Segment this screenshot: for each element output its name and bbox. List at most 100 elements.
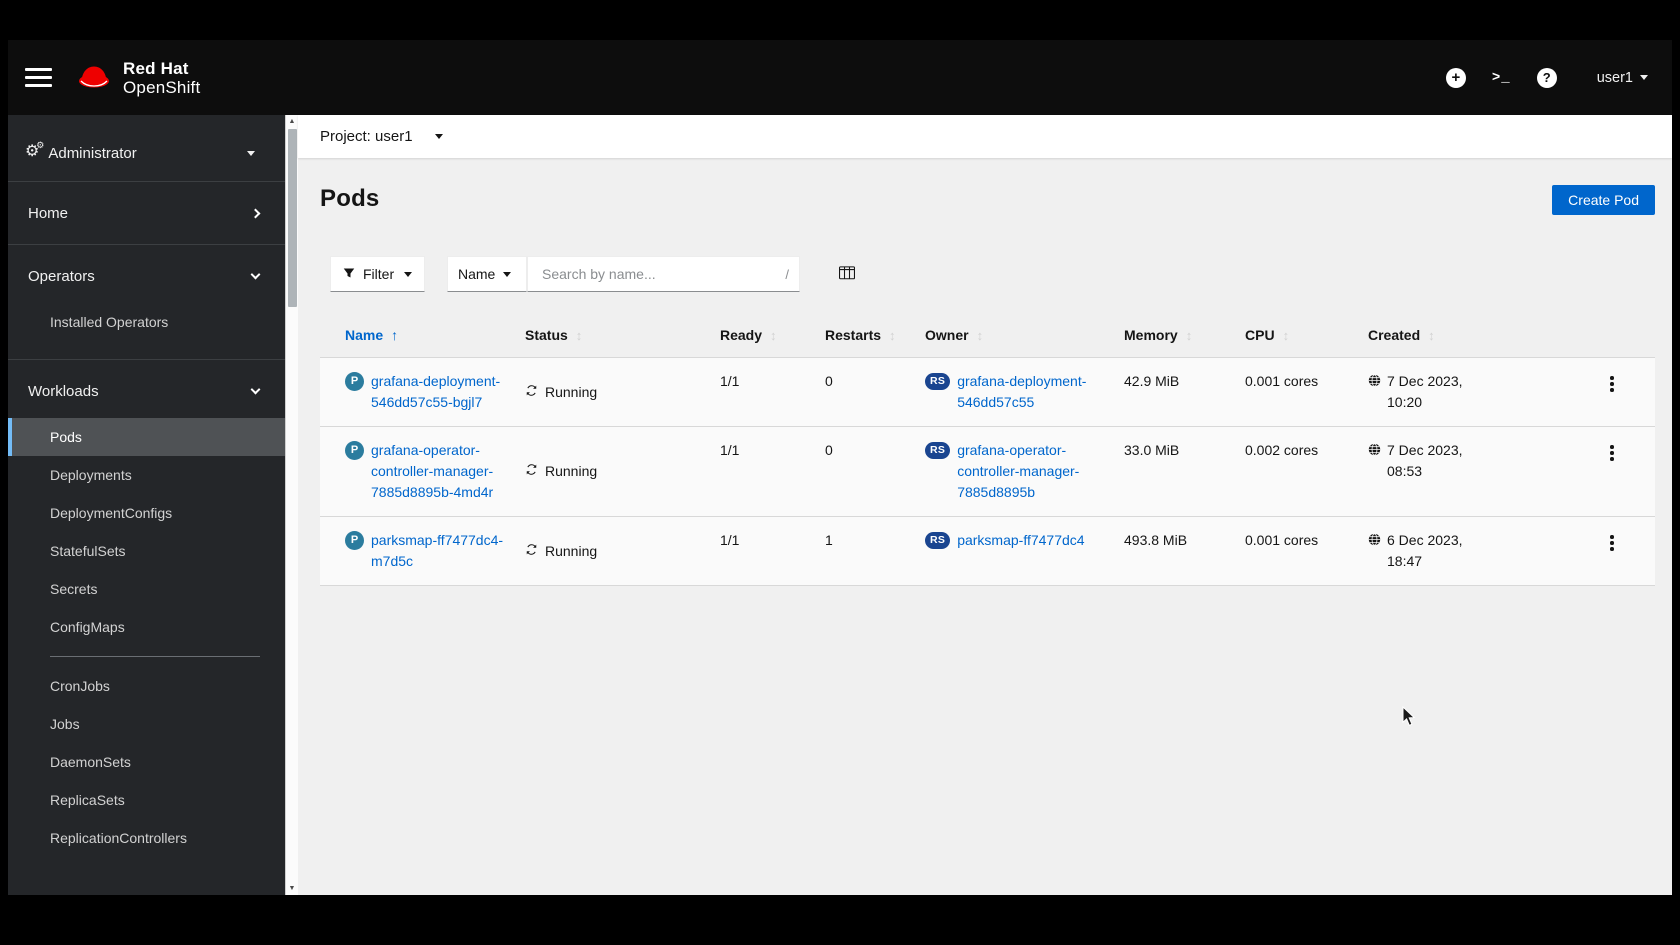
- manage-columns-button[interactable]: [835, 262, 859, 287]
- pod-cpu: 0.001 cores: [1245, 373, 1319, 389]
- sidebar-item-configmaps[interactable]: ConfigMaps: [50, 619, 125, 635]
- pod-link[interactable]: parksmap-ff7477dc4-m7d5c: [371, 532, 504, 569]
- redhat-fedora-icon: [74, 60, 114, 96]
- scrollbar-up-arrow[interactable]: ▲: [288, 118, 296, 125]
- sidebar-item-home[interactable]: Home: [8, 188, 285, 238]
- globe-timestamp-icon: [1368, 440, 1381, 462]
- owner-link[interactable]: grafana-operator-controller-manager-7885…: [957, 442, 1080, 500]
- pod-created: 7 Dec 2023, 10:20: [1387, 373, 1463, 410]
- nav-divider: [8, 359, 285, 360]
- column-header-name[interactable]: Name ↑: [345, 327, 399, 343]
- masthead: Red Hat OpenShift + >_ ? user1: [8, 40, 1672, 115]
- pod-ready: 1/1: [720, 373, 740, 389]
- filter-dropdown[interactable]: Filter: [330, 256, 425, 292]
- row-kebab-menu[interactable]: [1605, 532, 1619, 572]
- pod-restarts: 0: [825, 373, 833, 389]
- sidebar-item-deploymentconfigs[interactable]: DeploymentConfigs: [50, 505, 173, 521]
- brand-logo: Red Hat OpenShift: [74, 59, 200, 97]
- table-row: P parksmap-ff7477dc4-m7d5c Running 1/1: [320, 516, 1655, 586]
- pod-cpu: 0.001 cores: [1245, 532, 1319, 548]
- search-attribute-label: Name: [458, 266, 496, 282]
- pod-badge: P: [345, 531, 364, 550]
- search-input[interactable]: [542, 266, 786, 282]
- operators-subnav: Installed Operators: [8, 301, 285, 353]
- filter-icon: [343, 266, 355, 282]
- column-header-created[interactable]: Created ↕: [1368, 327, 1435, 343]
- nav-sub-divider: [50, 656, 260, 657]
- web-terminal-icon[interactable]: >_: [1491, 69, 1511, 86]
- search-shortcut-hint: /: [785, 266, 789, 282]
- sort-ascending-icon: ↑: [391, 327, 399, 343]
- table-row: P grafana-deployment-546dd57c55-bgjl7 Ru…: [320, 357, 1655, 426]
- sync-running-icon: [525, 541, 538, 562]
- quick-create-icon[interactable]: +: [1445, 67, 1466, 88]
- nav-divider: [8, 181, 285, 182]
- sidebar-item-deployments[interactable]: Deployments: [50, 467, 132, 483]
- table-toolbar: Filter Name /: [330, 256, 1655, 292]
- pod-status: Running: [545, 542, 598, 559]
- column-header-cpu[interactable]: CPU ↕: [1245, 327, 1290, 343]
- sidebar-item-cronjobs[interactable]: CronJobs: [50, 678, 110, 694]
- search-box: /: [527, 256, 800, 292]
- owner-link[interactable]: parksmap-ff7477dc4: [957, 532, 1085, 548]
- search-attribute-dropdown[interactable]: Name: [447, 256, 527, 292]
- column-header-memory[interactable]: Memory ↕: [1124, 327, 1193, 343]
- openshift-console: Red Hat OpenShift + >_ ? user1 ⚙ ⚙ Admini…: [8, 40, 1672, 895]
- sidebar-item-installed-operators[interactable]: Installed Operators: [50, 314, 169, 330]
- sidebar-item-pods[interactable]: Pods: [8, 418, 285, 456]
- nav-toggle-icon[interactable]: [25, 68, 52, 87]
- sidebar-item-jobs[interactable]: Jobs: [50, 716, 80, 732]
- project-selector-label: Project: user1: [320, 128, 413, 145]
- filter-dropdown-label: Filter: [363, 266, 395, 282]
- chevron-down-icon: [434, 134, 443, 139]
- chevron-down-icon: [1640, 75, 1648, 80]
- pod-restarts: 1: [825, 532, 833, 548]
- main-content: Project: user1 Pods Create Pod Filter: [298, 115, 1672, 895]
- row-kebab-menu[interactable]: [1605, 442, 1619, 503]
- owner-link[interactable]: grafana-deployment-546dd57c55: [957, 373, 1087, 410]
- user-menu[interactable]: user1: [1597, 70, 1648, 86]
- pod-memory: 33.0 MiB: [1124, 442, 1180, 458]
- pod-badge: P: [345, 372, 364, 391]
- nav-divider: [8, 244, 285, 245]
- help-icon[interactable]: ?: [1536, 67, 1557, 88]
- sidebar-item-workloads[interactable]: Workloads: [8, 366, 285, 416]
- column-header-status[interactable]: Status ↕: [525, 327, 583, 343]
- chevron-down-icon: [250, 384, 261, 394]
- pod-memory: 42.9 MiB: [1124, 373, 1180, 389]
- pod-link[interactable]: grafana-operator-controller-manager-7885…: [371, 442, 494, 500]
- scrollbar-thumb[interactable]: [287, 129, 297, 307]
- scrollbar-down-arrow[interactable]: ▼: [288, 885, 296, 892]
- column-header-ready[interactable]: Ready ↕: [720, 327, 777, 343]
- sidebar-item-replicationcontrollers[interactable]: ReplicationControllers: [50, 830, 187, 846]
- globe-timestamp-icon: [1368, 371, 1381, 393]
- pod-restarts: 0: [825, 442, 833, 458]
- sidebar-item-label: Operators: [28, 267, 95, 285]
- sort-icon: ↕: [976, 327, 984, 343]
- pod-link[interactable]: grafana-deployment-546dd57c55-bgjl7: [371, 373, 501, 410]
- pod-memory: 493.8 MiB: [1124, 532, 1188, 548]
- sidebar-item-statefulsets[interactable]: StatefulSets: [50, 543, 126, 559]
- vertical-scrollbar[interactable]: ▲ ▼: [285, 115, 298, 895]
- project-selector[interactable]: Project: user1: [320, 128, 443, 145]
- sidebar-item-label: Home: [28, 204, 69, 222]
- create-pod-button[interactable]: Create Pod: [1552, 185, 1655, 215]
- sidebar-item-daemonsets[interactable]: DaemonSets: [50, 754, 131, 770]
- sync-running-icon: [525, 461, 538, 482]
- brand-text: Red Hat OpenShift: [123, 59, 200, 97]
- workloads-subnav: Pods Deployments DeploymentConfigs State…: [8, 416, 285, 869]
- column-header-owner[interactable]: Owner ↕: [925, 327, 984, 343]
- pod-status: Running: [545, 463, 598, 479]
- masthead-actions: + >_ ? user1: [1445, 67, 1648, 88]
- sort-icon: ↕: [770, 327, 777, 343]
- sidebar-item-replicasets[interactable]: ReplicaSets: [50, 792, 125, 808]
- pod-badge: P: [345, 441, 364, 460]
- column-header-restarts[interactable]: Restarts ↕: [825, 327, 896, 343]
- sidebar-item-operators[interactable]: Operators: [8, 251, 285, 301]
- brand-line1: Red Hat: [123, 58, 189, 78]
- sidebar-item-secrets[interactable]: Secrets: [50, 581, 98, 597]
- perspective-switcher[interactable]: ⚙ ⚙ Administrator: [8, 131, 285, 175]
- table-header-row: Name ↑ Status ↕ Ready ↕ Restarts: [320, 312, 1655, 357]
- row-kebab-menu[interactable]: [1605, 373, 1619, 413]
